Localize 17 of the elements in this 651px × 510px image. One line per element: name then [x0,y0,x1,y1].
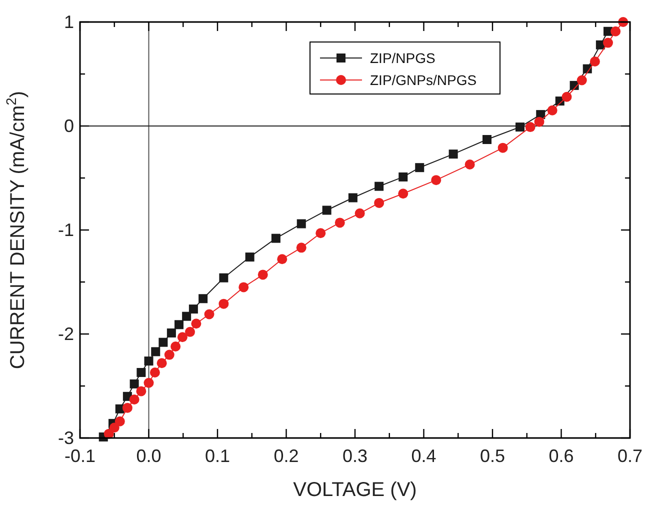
y-tick-label: -1 [58,220,74,240]
y-tick-label: 1 [64,12,74,32]
x-tick-label: 0.1 [204,446,230,466]
x-tick-label: 0.0 [136,446,162,466]
x-tick-label: 0.2 [274,446,299,466]
x-tick-label: 0.6 [548,446,574,466]
x-tick-label: 0.4 [411,446,436,466]
x-tick-label: -0.1 [64,446,96,466]
x-tick-label: 0.5 [480,446,506,466]
legend-label: ZIP/GNPs/NPGS [370,72,477,88]
y-tick-label: -3 [58,428,74,448]
legend-label: ZIP/NPGS [370,50,436,66]
y-tick-label: -2 [58,324,74,344]
x-tick-label: 0.3 [342,446,368,466]
y-tick-label: 0 [64,116,74,136]
x-tick-label: 0.7 [617,446,643,466]
x-axis-title: VOLTAGE (V) [293,479,417,501]
